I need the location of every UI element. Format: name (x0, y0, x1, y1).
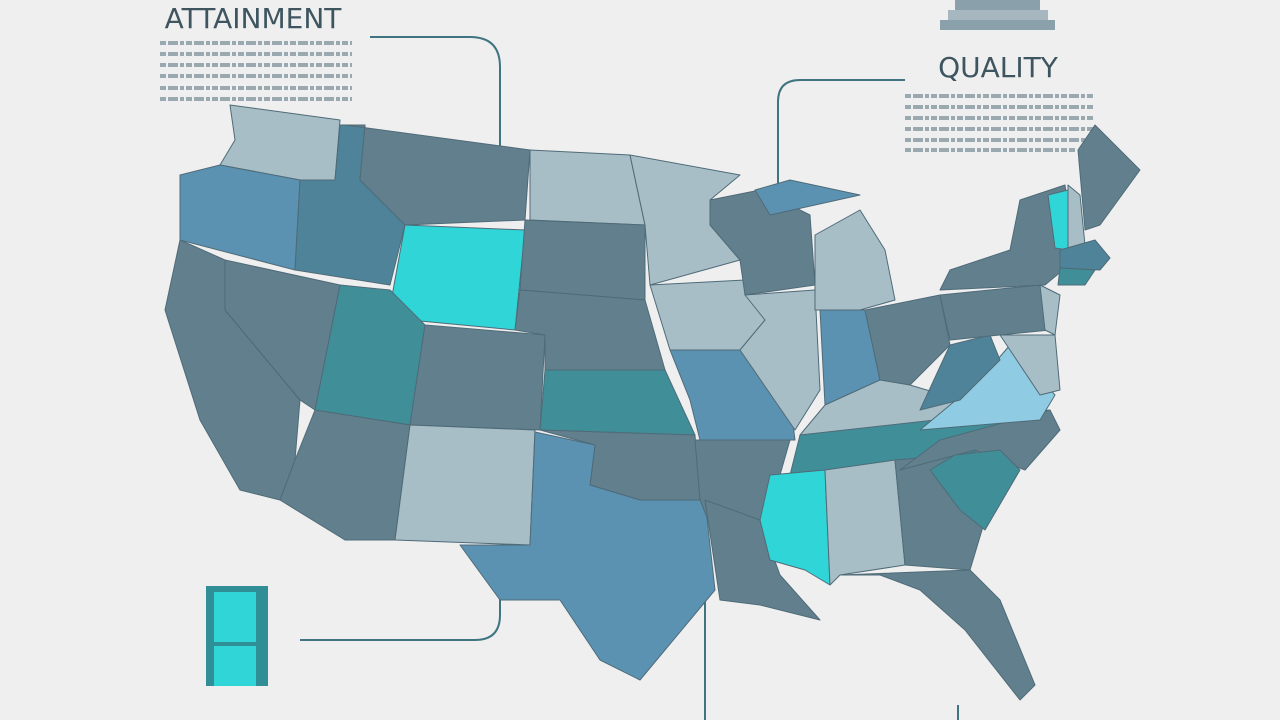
attainment-title: ATTAINMENT (165, 2, 343, 35)
door-icon (206, 586, 268, 686)
leader-lines (300, 36, 959, 720)
quality-title: QUALITY (938, 51, 1059, 84)
building-icon (940, 0, 1055, 30)
placeholder-text (160, 41, 1095, 152)
us-map (164, 104, 1141, 701)
